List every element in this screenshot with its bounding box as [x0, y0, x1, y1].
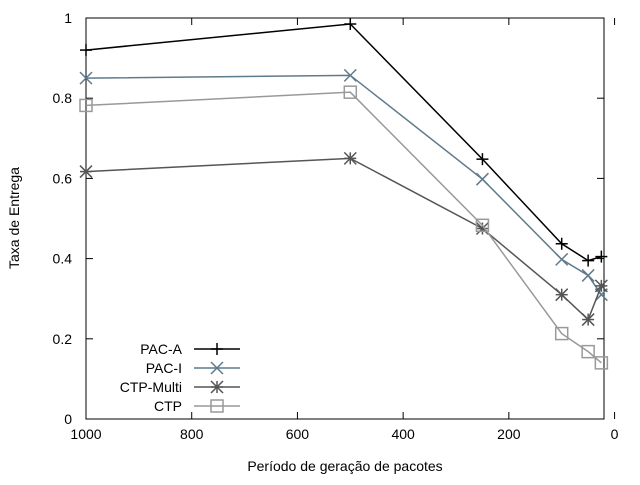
- legend-label: CTP-Multi: [120, 379, 182, 395]
- data-point: [555, 237, 568, 250]
- series-line: [85, 23, 602, 262]
- data-point: [79, 71, 93, 85]
- legend-label: PAC-A: [140, 341, 182, 357]
- data-point: [343, 151, 357, 165]
- x-tick-label: 0: [611, 426, 619, 442]
- data-point: [211, 343, 223, 355]
- data-point: [79, 98, 93, 113]
- y-tick-label: 1: [64, 10, 72, 26]
- legend-label: CTP: [154, 398, 182, 414]
- series-layer: [79, 18, 609, 370]
- data-point: [210, 399, 224, 413]
- data-point: [555, 288, 569, 302]
- x-tick-label: 1000: [70, 426, 101, 442]
- y-tick-label: 0.8: [53, 90, 73, 106]
- legend-label: PAC-I: [146, 360, 182, 376]
- data-point: [594, 279, 608, 293]
- legend-item: PAC-I: [146, 360, 240, 376]
- data-point: [343, 68, 357, 82]
- series-ctp-multi: [79, 151, 608, 327]
- data-point: [555, 252, 569, 266]
- plot-frame: [85, 17, 605, 420]
- x-axis-label: Período de geração de pacotes: [247, 458, 442, 474]
- data-point: [581, 268, 595, 282]
- legend-item: CTP-Multi: [120, 379, 240, 395]
- axis-ticks: 1000 800 600 400 200 0 0 0.2 0.4 0.6 0.8 1: [53, 10, 619, 442]
- series-pac-a: [80, 18, 608, 267]
- data-point: [210, 361, 224, 375]
- data-point: [80, 44, 92, 57]
- x-tick-label: 600: [286, 426, 310, 442]
- data-point: [475, 221, 489, 236]
- series-ctp: [79, 85, 609, 370]
- data-point: [79, 165, 93, 179]
- series-line: [85, 157, 603, 321]
- data-point: [595, 250, 608, 263]
- data-point: [582, 254, 595, 267]
- y-tick-label: 0: [64, 411, 72, 427]
- data-point: [594, 356, 609, 370]
- data-point: [581, 313, 595, 327]
- legend-item: CTP: [154, 398, 240, 414]
- data-point: [581, 344, 595, 359]
- data-point: [344, 18, 357, 31]
- series-line: [85, 74, 602, 296]
- series-line: [85, 91, 602, 364]
- legend-item: PAC-A: [140, 341, 240, 357]
- data-point: [475, 218, 490, 233]
- data-point: [476, 153, 489, 166]
- y-tick-label: 0.6: [53, 170, 73, 186]
- data-point: [343, 85, 358, 99]
- x-tick-label: 800: [180, 426, 204, 442]
- x-tick-label: 400: [391, 426, 415, 442]
- data-point: [210, 380, 224, 394]
- y-tick-label: 0.2: [53, 331, 73, 347]
- data-point: [554, 326, 569, 341]
- legend: PAC-A PAC-I CTP-Multi CTP: [120, 341, 240, 414]
- data-point: [475, 172, 489, 186]
- y-tick-label: 0.4: [53, 251, 73, 267]
- x-tick-label: 200: [497, 426, 521, 442]
- y-axis-label: Taxa de Entrega: [6, 167, 22, 269]
